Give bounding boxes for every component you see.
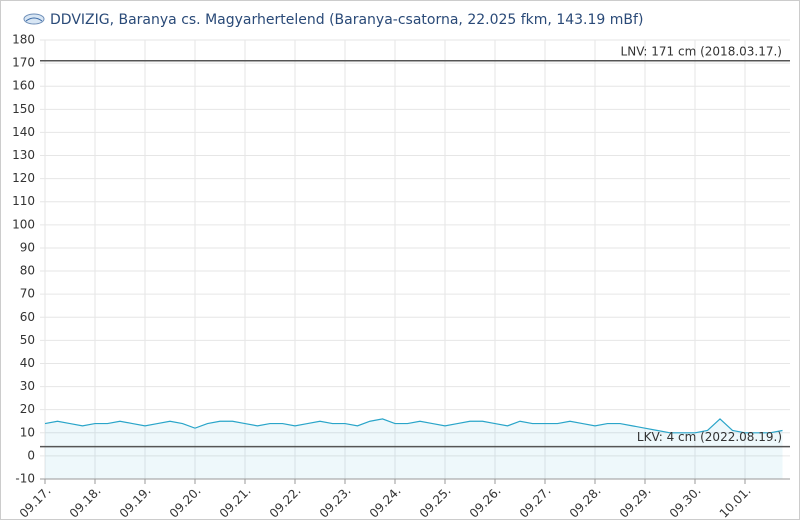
y-tick-label: 90 [20, 240, 35, 254]
y-tick-label: 180 [12, 33, 35, 47]
reference-label: LNV: 171 cm (2018.03.17.) [621, 44, 782, 58]
y-tick-label: 100 [12, 217, 35, 231]
y-tick-label: 130 [12, 148, 35, 162]
y-tick-label: 20 [20, 402, 35, 416]
y-tick-label: 70 [20, 287, 35, 301]
y-tick-label: 10 [20, 425, 35, 439]
y-tick-label: 110 [12, 194, 35, 208]
plot-background [40, 40, 790, 479]
y-tick-label: 120 [12, 171, 35, 185]
y-tick-label: 50 [20, 333, 35, 347]
y-tick-label: 80 [20, 264, 35, 278]
area-fill [45, 418, 783, 479]
reference-label: LKV: 4 cm (2022.08.19.) [637, 430, 782, 444]
y-tick-label: -10 [15, 472, 35, 486]
y-tick-label: 150 [12, 102, 35, 116]
y-tick-label: 60 [20, 310, 35, 324]
y-tick-label: 160 [12, 79, 35, 93]
chart-title: DDVIZIG, Baranya cs. Magyarhertelend (Ba… [50, 12, 643, 28]
series-line [44, 418, 783, 434]
logo [23, 13, 45, 25]
y-tick-label: 30 [20, 379, 35, 393]
y-tick-label: 0 [27, 448, 35, 462]
y-tick-label: 140 [12, 125, 35, 139]
y-tick-label: 170 [12, 56, 35, 70]
y-tick-label: 40 [20, 356, 35, 370]
